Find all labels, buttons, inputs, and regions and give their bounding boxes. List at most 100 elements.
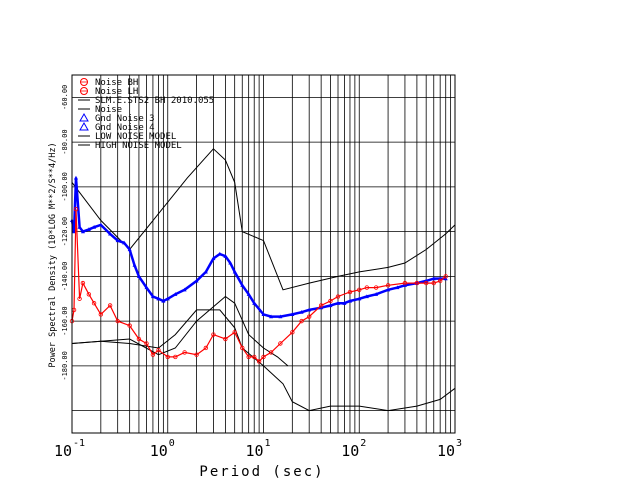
legend-item: Noise BH <box>80 78 138 88</box>
series-1 <box>70 175 448 319</box>
data-point <box>336 301 341 305</box>
x-tick-base: 10 <box>341 442 359 460</box>
data-point <box>211 332 216 337</box>
x-tick-label: 10 1 <box>245 438 270 460</box>
data-point <box>252 354 257 360</box>
data-point <box>318 303 324 308</box>
data-point <box>91 301 97 306</box>
y-tick-label: -80.00 <box>61 129 69 154</box>
legend-label: SLM.E.STS2 BH 2010.055 <box>95 96 214 106</box>
data-point <box>98 312 104 317</box>
legend-item: HIGH NOISE MODEL <box>78 141 182 151</box>
data-point <box>115 318 120 324</box>
legend-item: Noise LH <box>80 87 138 97</box>
legend-label: Noise <box>95 105 122 115</box>
data-point <box>156 296 161 301</box>
x-tick-base: 10 <box>437 442 455 460</box>
data-point <box>278 314 283 319</box>
data-point <box>144 341 149 346</box>
data-point <box>86 227 91 231</box>
data-point <box>335 294 341 299</box>
data-point <box>165 296 170 301</box>
data-point <box>261 354 266 360</box>
data-point <box>269 314 274 319</box>
data-point <box>402 280 408 286</box>
reference-curve-1 <box>71 148 456 291</box>
data-point <box>165 354 170 360</box>
data-point <box>223 336 228 342</box>
legend-item: SLM.E.STS2 BH 2010.055 <box>78 96 214 106</box>
legend-item: Gnd Noise 3 <box>79 112 155 124</box>
data-point <box>77 296 82 301</box>
data-point <box>252 301 257 305</box>
y-tick-label: -140.00 <box>61 262 69 292</box>
data-point <box>173 354 178 360</box>
data-point <box>73 207 79 212</box>
data-point <box>156 348 161 353</box>
data-point <box>150 294 155 299</box>
data-point <box>182 350 187 355</box>
data-point <box>211 256 216 261</box>
data-point <box>217 251 222 256</box>
data-point <box>150 352 156 357</box>
x-tick-labels: 10 -1 10 0 10 1 10 2 10 3 <box>54 438 462 460</box>
x-tick-exponent: 1 <box>265 438 271 449</box>
data-point <box>232 269 237 274</box>
legend-item: Noise <box>78 105 122 115</box>
data-point <box>261 312 266 317</box>
data-point <box>228 260 233 265</box>
data-point <box>73 175 78 180</box>
data-point <box>347 289 353 295</box>
data-point <box>307 307 312 312</box>
data-point <box>328 303 333 308</box>
y-tick-labels: -60.00 -80.00 -100.00 -120.00 -140.00 -160.00… <box>61 85 69 381</box>
x-tick-exponent: 2 <box>360 438 366 449</box>
data-point <box>364 294 369 299</box>
data-point <box>431 280 436 286</box>
x-tick-exponent: -1 <box>73 438 85 449</box>
data-point <box>223 254 228 258</box>
y-tick-label: -120.00 <box>61 217 69 247</box>
data-point <box>374 292 379 296</box>
data-point <box>385 283 391 288</box>
x-tick-label: 10 -1 <box>54 438 85 460</box>
data-point <box>161 298 166 303</box>
legend-triangle-marker <box>79 112 89 122</box>
data-point <box>347 298 352 303</box>
data-point <box>328 298 333 304</box>
reference-curves <box>71 148 456 412</box>
data-point <box>127 323 132 328</box>
x-tick-label: 10 0 <box>150 438 175 460</box>
legend-label: LOW NOISE MODEL <box>95 132 176 142</box>
data-point <box>194 352 199 357</box>
data-point <box>357 296 362 301</box>
legend-item: LOW NOISE MODEL <box>78 132 176 142</box>
data-point <box>107 303 113 308</box>
data-series <box>69 175 448 364</box>
x-tick-base: 10 <box>150 442 168 460</box>
reference-curve-2 <box>71 309 456 412</box>
x-tick-base: 10 <box>245 442 263 460</box>
data-point <box>77 224 82 229</box>
legend-label: Gnd Noise 4 <box>95 123 155 133</box>
data-point <box>127 247 132 252</box>
data-point <box>299 318 304 324</box>
data-point <box>364 285 370 290</box>
data-point <box>122 240 127 245</box>
x-tick-label: 10 2 <box>341 438 366 460</box>
data-point <box>246 292 251 296</box>
data-point <box>194 278 199 283</box>
data-point <box>240 345 245 351</box>
data-point <box>232 330 237 335</box>
data-point <box>443 274 448 279</box>
legend-label: Noise LH <box>95 87 138 97</box>
data-point <box>299 309 304 314</box>
data-point <box>80 229 85 234</box>
data-point <box>357 287 362 292</box>
data-point <box>182 287 187 292</box>
legend-triangle-marker <box>79 121 89 131</box>
data-point <box>256 359 262 364</box>
